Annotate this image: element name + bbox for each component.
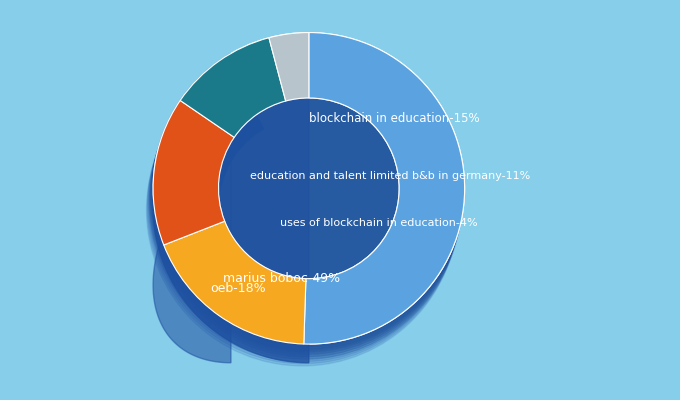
Wedge shape — [180, 38, 286, 137]
Ellipse shape — [148, 48, 460, 359]
Ellipse shape — [152, 35, 464, 346]
Text: oeb-18%: oeb-18% — [210, 282, 266, 295]
Text: uses of blockchain in education-4%: uses of blockchain in education-4% — [280, 218, 478, 228]
Wedge shape — [304, 32, 464, 344]
Ellipse shape — [150, 43, 462, 355]
Ellipse shape — [150, 48, 461, 359]
Ellipse shape — [150, 42, 462, 354]
Ellipse shape — [150, 41, 462, 352]
Text: marius boboc-49%: marius boboc-49% — [223, 272, 340, 285]
Text: education and talent limited b&b in germany-11%: education and talent limited b&b in germ… — [250, 171, 530, 181]
Wedge shape — [164, 221, 306, 344]
Polygon shape — [153, 72, 309, 363]
Ellipse shape — [152, 38, 463, 349]
Ellipse shape — [148, 50, 460, 362]
Wedge shape — [269, 32, 309, 101]
Wedge shape — [153, 100, 234, 245]
Wedge shape — [304, 32, 464, 344]
Ellipse shape — [147, 52, 459, 364]
Ellipse shape — [151, 40, 463, 352]
Polygon shape — [153, 54, 309, 363]
Ellipse shape — [150, 45, 462, 356]
Ellipse shape — [146, 54, 458, 366]
Text: blockchain in education-15%: blockchain in education-15% — [309, 112, 480, 125]
Wedge shape — [269, 32, 309, 101]
Ellipse shape — [149, 46, 461, 357]
Wedge shape — [164, 221, 306, 344]
Wedge shape — [153, 100, 234, 245]
Wedge shape — [180, 38, 286, 137]
Ellipse shape — [151, 39, 463, 350]
